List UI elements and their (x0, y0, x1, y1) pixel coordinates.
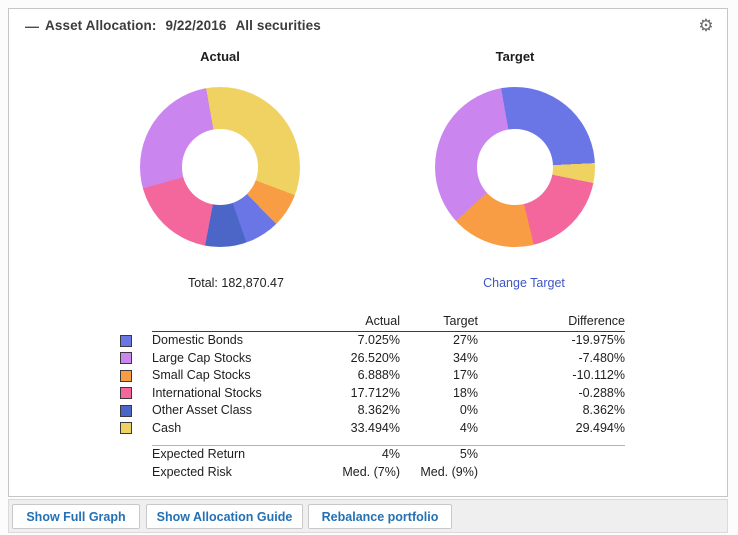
actual-value: 6.888% (357, 368, 400, 382)
difference-value: 8.362% (582, 403, 625, 417)
table-row: Other Asset Class 8.362% 0% 8.362% (120, 402, 625, 420)
legend-swatch (120, 369, 132, 382)
difference-value: -10.112% (572, 368, 625, 382)
asset-name: Small Cap Stocks (152, 368, 251, 382)
asset-name: Domestic Bonds (152, 333, 244, 347)
actual-value: 7.025% (357, 333, 400, 347)
difference-value: -7.480% (578, 350, 625, 365)
asset-name: International Stocks (152, 385, 262, 400)
expected-risk-row: Expected Risk Med. (7%) Med. (9%) (120, 464, 625, 482)
table-header-row: Actual Target Difference (120, 313, 625, 332)
asset-name: Large Cap Stocks (152, 350, 252, 365)
actual-donut-chart (140, 87, 300, 247)
summary-label: Expected Risk (152, 464, 232, 479)
show-full-graph-button[interactable]: Show Full Graph (12, 504, 140, 529)
legend-swatch (120, 387, 132, 399)
col-header-target: Target (400, 313, 478, 332)
difference-value: 29.494% (575, 420, 625, 435)
actual-value: 33.494% (350, 420, 400, 435)
asset-name: Cash (152, 420, 182, 435)
actual-value: 8.362% (357, 403, 400, 417)
header-scope: All securities (235, 18, 321, 33)
table-row: Domestic Bonds 7.025% 27% -19.975% (120, 332, 625, 350)
collapse-icon[interactable]: — (25, 18, 39, 34)
table-separator (120, 437, 625, 446)
total-label: Total: 182,870.47 (188, 276, 284, 290)
target-value: 4% (459, 420, 478, 435)
header-date: 9/22/2016 (165, 18, 227, 33)
target-donut-chart (435, 87, 595, 247)
actual-value: 17.712% (350, 385, 400, 400)
table-row: Small Cap Stocks 6.888% 17% -10.112% (120, 367, 625, 385)
table-row: Cash 33.494% 4% 29.494% (120, 420, 625, 438)
legend-swatch (120, 422, 132, 434)
target-value: 5% (459, 447, 478, 461)
rebalance-portfolio-button[interactable]: Rebalance portfolio (308, 504, 452, 529)
target-value: 0% (459, 403, 478, 417)
target-value: 27% (452, 333, 478, 347)
target-value: 17% (452, 368, 478, 382)
legend-swatch (120, 352, 132, 364)
allocation-table: Actual Target Difference Domestic Bonds … (120, 313, 625, 481)
actual-chart-title: Actual (200, 49, 240, 64)
gear-icon[interactable]: ⚙ (698, 16, 714, 35)
target-value: 34% (452, 350, 478, 365)
show-allocation-guide-button[interactable]: Show Allocation Guide (146, 504, 303, 529)
table-row: International Stocks 17.712% 18% -0.288% (120, 385, 625, 403)
actual-value: 26.520% (350, 350, 400, 365)
target-value: 18% (452, 385, 478, 400)
actual-value: Med. (7%) (342, 464, 400, 479)
table-row: Large Cap Stocks 26.520% 34% -7.480% (120, 350, 625, 368)
summary-label: Expected Return (152, 447, 246, 461)
target-value: Med. (9%) (420, 464, 478, 479)
panel-header: Asset Allocation: 9/22/2016 All securities (45, 18, 330, 33)
asset-name: Other Asset Class (152, 403, 253, 417)
actual-value: 4% (381, 447, 400, 461)
panel-title: Asset Allocation: (45, 18, 157, 33)
difference-value: -19.975% (571, 333, 625, 347)
legend-swatch (120, 404, 132, 417)
target-chart-title: Target (495, 49, 535, 64)
col-header-actual: Actual (330, 313, 400, 332)
donut-hole (182, 129, 258, 205)
donut-hole (477, 129, 553, 205)
legend-swatch (120, 334, 132, 347)
expected-return-row: Expected Return 4% 5% (120, 446, 625, 464)
difference-value: -0.288% (578, 385, 625, 400)
change-target-link[interactable]: Change Target (483, 276, 565, 290)
col-header-difference: Difference (478, 313, 625, 332)
